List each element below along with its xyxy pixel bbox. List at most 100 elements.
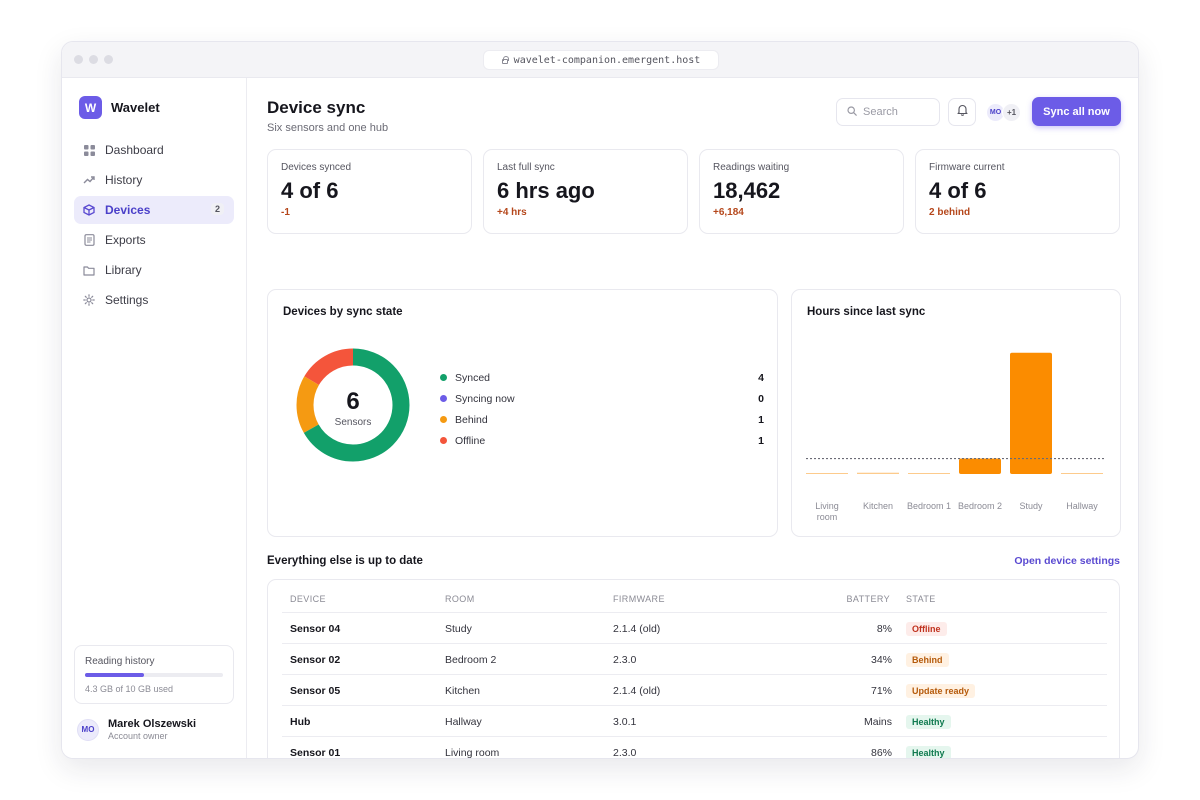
- stat-card-firmware-current: Firmware current 4 of 6 2 behind: [915, 149, 1120, 234]
- user-profile[interactable]: MO Marek Olszewski Account owner: [77, 718, 196, 741]
- legend-label: Synced: [455, 371, 491, 384]
- column-header-device[interactable]: DEVICE: [290, 593, 326, 604]
- legend-swatch: [440, 374, 447, 381]
- app-logo: W: [79, 96, 102, 119]
- stat-delta: +6,184: [713, 207, 744, 218]
- bar-living-room[interactable]: [806, 473, 848, 474]
- legend-label: Syncing now: [455, 392, 515, 405]
- column-header-firmware[interactable]: FIRMWARE: [613, 593, 665, 604]
- column-header-room[interactable]: ROOM: [445, 593, 475, 604]
- table-row[interactable]: Sensor 05 Kitchen 2.1.4 (old) 71% Update…: [282, 674, 1107, 705]
- x-tick-label: Study: [1019, 501, 1043, 511]
- address-bar[interactable]: wavelet-companion.emergent.host: [483, 50, 719, 70]
- lock-icon: [501, 55, 509, 64]
- open-device-settings-link[interactable]: Open device settings: [1014, 555, 1120, 567]
- table-row[interactable]: Hub Hallway 3.0.1 Mains Healthy: [282, 705, 1107, 736]
- device-firmware: 2.1.4 (old): [613, 684, 661, 697]
- sync-state-legend: Synced 4 Syncing now 0 Behind 1 Offline 1: [440, 367, 764, 451]
- legend-swatch: [440, 395, 447, 402]
- x-tick-label: Kitchen: [863, 501, 893, 511]
- stat-label: Readings waiting: [713, 162, 790, 173]
- collaborator-avatars[interactable]: MO +1: [986, 103, 1021, 122]
- bar-study[interactable]: [1010, 352, 1052, 474]
- app-name: Wavelet: [111, 100, 160, 115]
- bar-hallway[interactable]: [1061, 473, 1103, 474]
- search-icon: [847, 105, 857, 119]
- storage-card[interactable]: Reading history 4.3 GB of 10 GB used: [74, 645, 234, 704]
- more-collaborators-badge: +1: [1002, 103, 1021, 122]
- sidebar-item-settings[interactable]: Settings: [74, 286, 234, 314]
- sync-state-card: Devices by sync state 6 Sensors Synced 4 S…: [267, 289, 778, 537]
- stat-label: Last full sync: [497, 162, 555, 173]
- stat-card-devices-synced: Devices synced 4 of 6 -1: [267, 149, 472, 234]
- stat-label: Devices synced: [281, 162, 352, 173]
- device-battery: 34%: [870, 653, 892, 666]
- user-role: Account owner: [108, 731, 168, 741]
- table-row[interactable]: Sensor 01 Living room 2.3.0 86% Healthy: [282, 736, 1107, 759]
- device-name: Sensor 02: [290, 653, 341, 666]
- search-input[interactable]: Search: [836, 98, 940, 126]
- device-name: Sensor 01: [290, 746, 341, 759]
- storage-progress-fill: [85, 673, 145, 677]
- devices-count-badge: 2: [210, 203, 224, 215]
- stat-value: 18,462: [713, 178, 781, 203]
- table-row[interactable]: Sensor 04 Study 2.1.4 (old) 8% Offline: [282, 612, 1107, 643]
- stat-delta: -1: [281, 207, 290, 218]
- storage-title: Reading history: [85, 656, 155, 667]
- avatar: MO: [77, 718, 99, 741]
- sidebar-item-label: Exports: [105, 233, 146, 247]
- stat-value: 6 hrs ago: [497, 178, 595, 203]
- browser-window: wavelet-companion.emergent.host W Wavele…: [61, 41, 1139, 759]
- stat-card-last-full-sync: Last full sync 6 hrs ago +4 hrs: [483, 149, 688, 234]
- device-firmware: 3.0.1: [613, 715, 637, 728]
- legend-count: 4: [758, 371, 764, 384]
- sidebar-item-label: Dashboard: [105, 143, 164, 157]
- cube-icon: [83, 204, 95, 216]
- device-name: Sensor 04: [290, 622, 341, 635]
- device-battery: Mains: [863, 715, 892, 728]
- x-tick-label: Bedroom 1: [907, 501, 951, 511]
- gear-icon: [83, 294, 95, 306]
- window-zoom-dot[interactable]: [104, 55, 113, 64]
- device-name: Sensor 05: [290, 684, 341, 697]
- bar-bedroom-2[interactable]: [959, 458, 1001, 474]
- device-room: Living room: [445, 746, 500, 759]
- sidebar-item-library[interactable]: Library: [74, 256, 234, 284]
- table-row[interactable]: Sensor 02 Bedroom 2 2.3.0 34% Behind: [282, 643, 1107, 674]
- donut-center-label: Sensors: [335, 417, 372, 428]
- window-close-dot[interactable]: [74, 55, 83, 64]
- donut-slice-behind[interactable]: [296, 348, 410, 462]
- main-content: Device sync Six sensors and one hub Sear…: [248, 78, 1138, 759]
- device-firmware: 2.1.4 (old): [613, 622, 661, 635]
- device-battery: 8%: [876, 622, 892, 635]
- bar-bedroom-1[interactable]: [908, 473, 950, 474]
- column-header-state[interactable]: STATE: [906, 593, 936, 604]
- bar-kitchen[interactable]: [857, 472, 899, 474]
- user-name: Marek Olszewski: [108, 718, 197, 730]
- donut-center-value: 6: [346, 388, 359, 415]
- x-tick-label: Bedroom 2: [958, 501, 1002, 511]
- legend-item: Synced 4: [440, 367, 764, 388]
- window-minimize-dot[interactable]: [89, 55, 98, 64]
- trend-icon: [83, 174, 95, 186]
- sidebar-item-dashboard[interactable]: Dashboard: [74, 136, 234, 164]
- sidebar-item-devices[interactable]: Devices 2: [74, 196, 234, 224]
- donut-slice-synced[interactable]: [296, 348, 410, 462]
- notifications-button[interactable]: [948, 98, 976, 126]
- device-room: Kitchen: [445, 684, 481, 697]
- legend-item: Offline 1: [440, 430, 764, 451]
- hours-since-sync-card: Hours since last sync Living room Kitchen B…: [791, 289, 1121, 537]
- sidebar-item-exports[interactable]: Exports: [74, 226, 234, 254]
- sidebar-item-history[interactable]: History: [74, 166, 234, 194]
- x-tick-label: room: [817, 512, 838, 522]
- device-name: Hub: [290, 715, 311, 728]
- device-room: Study: [445, 622, 472, 635]
- page-subtitle: Six sensors and one hub: [267, 122, 389, 134]
- stat-value: 4 of 6: [929, 178, 987, 203]
- device-room: Hallway: [445, 715, 482, 728]
- column-header-battery[interactable]: BATTERY: [846, 593, 890, 604]
- sync-all-button[interactable]: Sync all now: [1032, 97, 1121, 126]
- document-icon: [83, 234, 95, 246]
- brand[interactable]: W Wavelet: [79, 96, 160, 119]
- status-badge: Healthy: [906, 714, 951, 729]
